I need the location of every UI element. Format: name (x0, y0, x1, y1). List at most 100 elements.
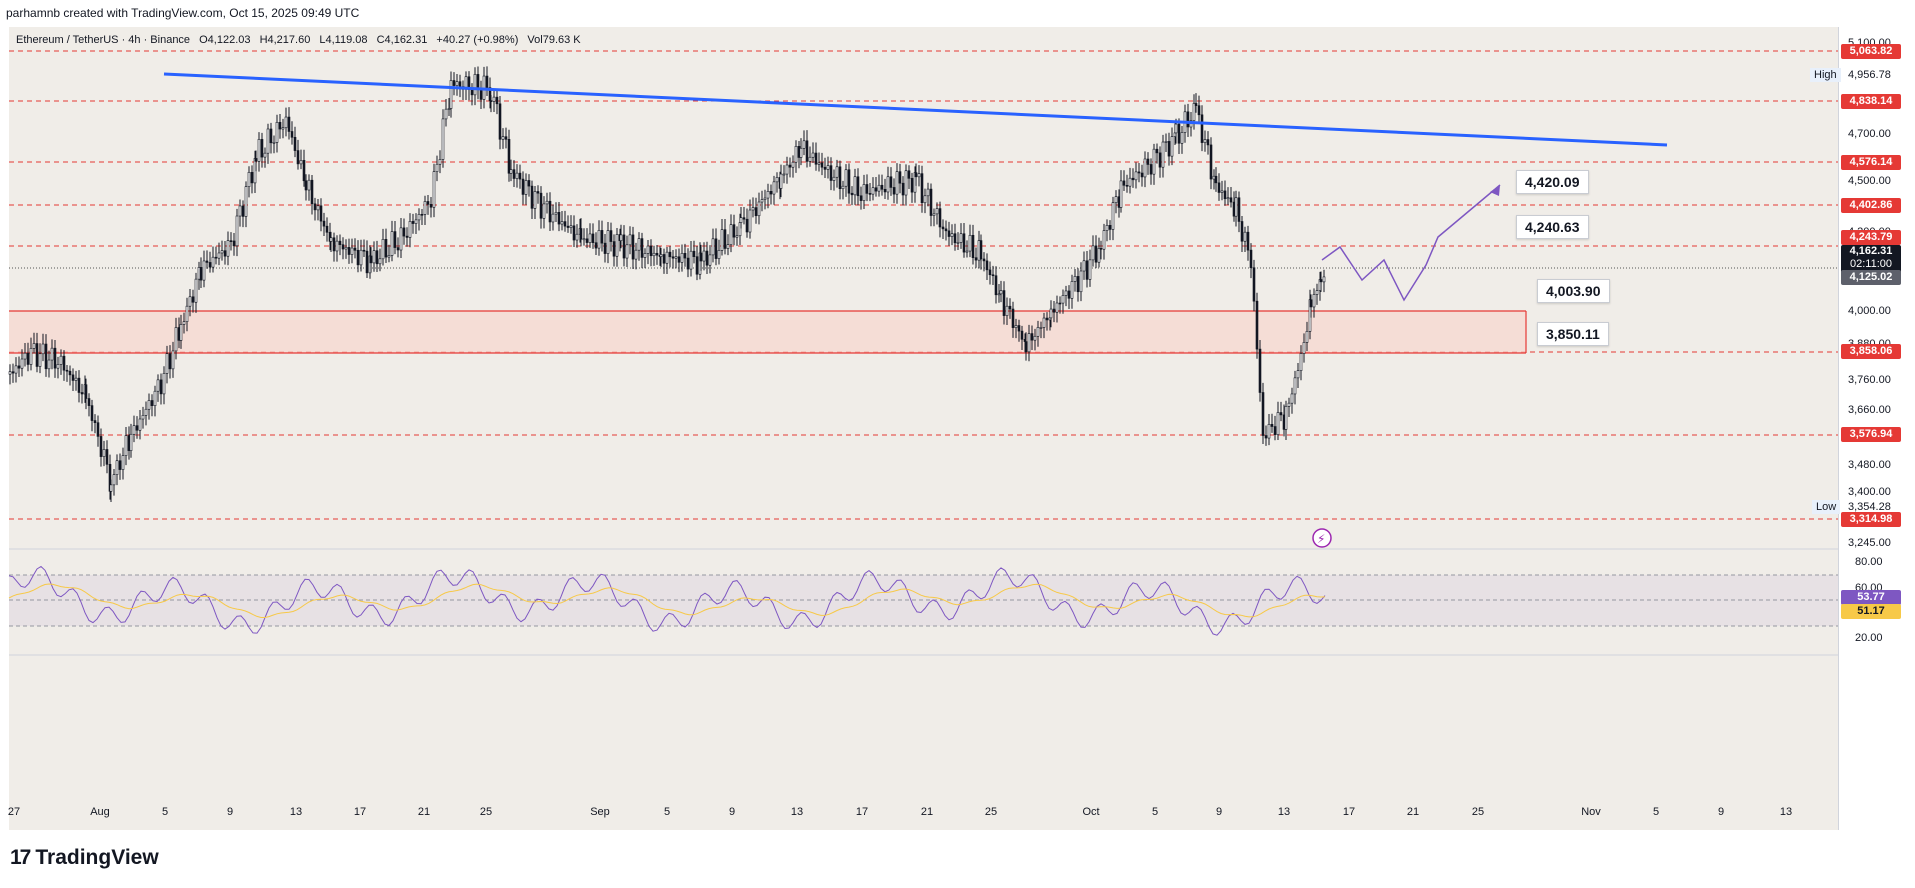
candle-body (1085, 260, 1089, 280)
candle-body (135, 425, 139, 431)
candle-body (554, 212, 558, 215)
candle-body (766, 191, 770, 199)
candle-body (1229, 197, 1233, 203)
candle-body (44, 343, 48, 370)
candle-body (335, 240, 339, 252)
tradingview-logo-icon: 17 (10, 846, 31, 869)
candle-body (874, 187, 878, 192)
candle-body (557, 212, 561, 225)
candle-body (634, 249, 638, 260)
candle-body (935, 208, 939, 215)
candle-body (932, 213, 936, 216)
candle-body (680, 252, 684, 263)
candle-body (643, 253, 647, 258)
candle-body (542, 203, 546, 219)
candle-body (247, 172, 251, 187)
time-tick: 25 (479, 806, 493, 818)
candle-body (1070, 281, 1074, 299)
tradingview-logo[interactable]: 17 TradingView (10, 846, 159, 870)
candle-body (17, 365, 21, 369)
level-label: 4,576.14 (1841, 155, 1901, 170)
candle-body (269, 128, 273, 144)
candle-body (38, 353, 42, 367)
candle-body (1155, 148, 1159, 154)
candle-body (829, 165, 833, 181)
time-tick: 25 (984, 806, 998, 818)
candle-body (748, 209, 752, 233)
tradingview-brand: TradingView (35, 846, 159, 869)
candle-body (530, 185, 534, 209)
time-tick: 5 (1151, 806, 1159, 818)
candle-body (182, 321, 186, 325)
time-tick: 25 (1471, 806, 1485, 818)
candle-body (649, 245, 653, 257)
candle-body (1055, 302, 1059, 313)
candle-body (93, 420, 97, 423)
target-callout-2[interactable]: 4,240.63 (1516, 215, 1589, 239)
candle-body (1117, 196, 1121, 208)
time-tick: 9 (728, 806, 736, 818)
candle-body (988, 269, 992, 276)
candle-body (96, 422, 100, 437)
candle-body (77, 377, 81, 393)
chart-area[interactable] (9, 27, 1905, 830)
candle-body (144, 408, 148, 416)
candle-body (1200, 114, 1204, 143)
candle-body (1058, 302, 1062, 305)
candle-body (1091, 245, 1095, 261)
target-callout-1[interactable]: 4,420.09 (1516, 170, 1589, 194)
candle-body (1180, 132, 1184, 144)
candle-body (1033, 335, 1037, 341)
candle-body (177, 327, 181, 341)
candle-body (476, 74, 480, 90)
candle-body (1030, 333, 1034, 341)
candle-body (263, 152, 267, 158)
time-tick: Aug (90, 806, 110, 818)
candle-body (775, 177, 779, 183)
rsi-tick: 20.00 (1855, 632, 1883, 644)
symbol-name[interactable]: Ethereum / TetherUS · 4h · Binance (16, 34, 191, 46)
candle-body (1309, 299, 1313, 308)
candle-body (90, 405, 94, 421)
ohlc-close: C4,162.31 (376, 34, 428, 46)
candle-body (1097, 248, 1101, 263)
candle-body (847, 169, 851, 194)
candle-body (153, 390, 157, 406)
candle-body (1212, 175, 1216, 180)
projection-path (1321, 184, 1501, 302)
level-label: 4,243.79 (1841, 230, 1901, 245)
candle-body (823, 166, 827, 170)
prev-close-label: 4,125.02 (1841, 270, 1901, 285)
candle-body (997, 293, 1001, 296)
candle-body (1267, 424, 1271, 439)
candle-body (1102, 230, 1106, 250)
candle-body (671, 256, 675, 259)
candle-body (655, 252, 659, 256)
candle-body (112, 474, 116, 486)
candle-body (1158, 152, 1162, 168)
candle-body (729, 224, 733, 246)
candle-body (838, 166, 842, 190)
candle-body (548, 200, 552, 223)
candle-body (375, 250, 379, 265)
candle-body (441, 118, 445, 160)
candle-body (1134, 171, 1138, 181)
candle-body (539, 192, 543, 219)
candle-body (999, 290, 1003, 295)
candle-body (695, 256, 699, 275)
zone-callout-top[interactable]: 4,003.90 (1537, 279, 1610, 303)
candle-body (307, 179, 311, 191)
candle-body (1209, 144, 1213, 180)
zone-callout-bottom[interactable]: 3,850.11 (1537, 322, 1609, 346)
candle-body (1243, 231, 1247, 242)
candle-body (147, 400, 151, 410)
candle-body (29, 348, 33, 365)
candle-body (168, 353, 172, 370)
candle-body (1011, 308, 1015, 328)
candle-body (272, 142, 276, 144)
candle-body (1261, 392, 1265, 436)
candle-body (1167, 141, 1171, 157)
time-tick: 5 (663, 806, 671, 818)
candle-body (1194, 103, 1198, 106)
candle-body (1111, 202, 1115, 230)
